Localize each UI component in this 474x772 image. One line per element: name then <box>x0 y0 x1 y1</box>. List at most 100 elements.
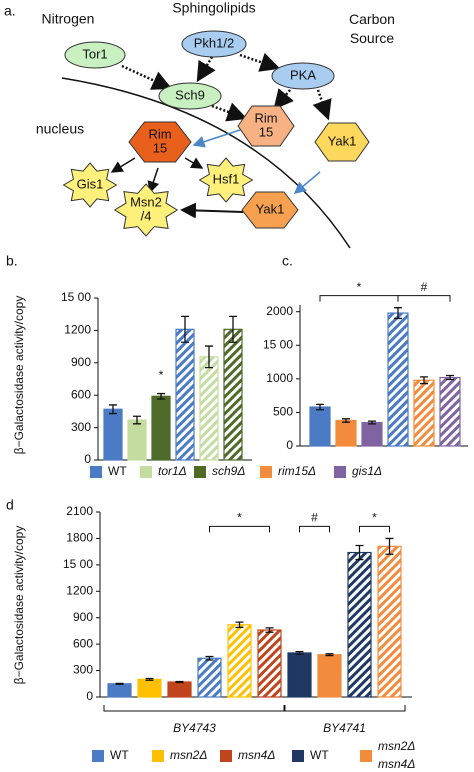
node-label: Yak1 <box>256 201 285 216</box>
node: PKA <box>271 62 335 90</box>
node-label: Msn2 <box>130 194 162 209</box>
node-shape <box>198 157 254 203</box>
y-tick-label: 600 <box>73 636 93 650</box>
legend-label: gis1Δ <box>352 464 382 478</box>
node-label: Sch9 <box>175 87 205 102</box>
panel-label: a. <box>4 3 16 19</box>
bar <box>227 624 252 698</box>
legend-swatch <box>152 750 164 762</box>
node: Gis1 <box>62 162 118 208</box>
node-shape <box>181 30 247 58</box>
error-bar <box>181 315 189 343</box>
y-tick-label: 1200 <box>64 323 91 337</box>
y-tick-label: 0 <box>84 452 91 466</box>
error-bar <box>145 677 154 681</box>
arrows <box>121 52 332 122</box>
bar-chart: c. 0 500 1000 15 00 2000 * # <box>263 253 468 452</box>
node: Msn2/4 <box>113 183 179 237</box>
legend-swatch <box>334 466 346 478</box>
y-tick-label: 1000 <box>266 371 293 385</box>
region-label: Sphingolipids <box>172 0 255 16</box>
node-label: Gis1 <box>77 176 104 191</box>
y-axis-label: β−Galactosidase activity/copy <box>12 526 26 685</box>
group-label: BY4741 <box>323 721 366 735</box>
bar <box>137 678 162 698</box>
legend-label: msn4Δ <box>378 757 415 771</box>
legend-swatch <box>260 466 272 478</box>
node-label: /4 <box>141 208 152 223</box>
y-tick-label: 15 00 <box>263 337 293 351</box>
error-bar <box>385 537 394 555</box>
bar <box>377 545 402 698</box>
y-tick-label: 1200 <box>66 583 93 597</box>
error-bar <box>420 376 428 385</box>
node-label: 15 <box>259 124 273 139</box>
legend-label: tor1Δ <box>158 464 187 478</box>
significance-label: # <box>421 280 428 294</box>
error-bar <box>325 653 334 657</box>
significance-label: * <box>372 511 377 525</box>
y-tick-label: 1800 <box>66 531 93 545</box>
legend-swatch <box>194 466 206 478</box>
node: Tor1 <box>64 41 126 69</box>
node: Hsf1 <box>198 157 254 203</box>
error-bar <box>265 627 274 633</box>
node-shape <box>241 191 299 229</box>
error-bar <box>229 315 237 343</box>
node-label: Rim <box>148 126 171 141</box>
error-bar <box>109 404 117 415</box>
bar <box>103 408 123 461</box>
node: Yak1 <box>314 122 370 162</box>
node-label: Rim <box>254 110 277 125</box>
group-bracket <box>283 705 406 712</box>
y-tick-label: 0 <box>286 438 293 452</box>
legend-label: WT <box>310 748 329 762</box>
node-label: Yak1 <box>328 133 357 148</box>
error-bar <box>133 415 141 425</box>
y-tick-label: 15 00 <box>61 290 91 304</box>
bar-chart: d β−Galactosidase activity/copy 0 300 600 900… <box>6 497 415 771</box>
bar <box>413 379 435 447</box>
y-tick-label: 15 00 <box>63 557 93 571</box>
legend-label: msn2Δ <box>378 739 415 753</box>
node: Pkh1/2 <box>181 30 247 58</box>
bar-chart: b. β−Galactosidase activity/copy 0 300 600 90… <box>6 253 382 478</box>
error-bar <box>342 418 350 423</box>
bar <box>223 328 243 461</box>
error-bar <box>157 392 165 400</box>
bar <box>309 406 331 447</box>
legend-label: WT <box>108 464 127 478</box>
node: Yak1 <box>241 191 299 229</box>
bar <box>199 356 219 461</box>
error-bar <box>394 307 402 320</box>
legend-swatch <box>92 750 104 762</box>
node-shape <box>113 183 179 237</box>
region-label: nucleus <box>36 121 84 137</box>
node-label: Tor1 <box>82 46 107 61</box>
significance-bracket <box>209 525 270 533</box>
bar <box>387 312 409 447</box>
node-shape <box>62 162 118 208</box>
y-tick-label: 300 <box>71 420 91 434</box>
y-axis-label: β−Galactosidase activity/copy <box>12 296 26 455</box>
bar <box>317 654 342 698</box>
bar <box>151 395 171 461</box>
node: Sch9 <box>158 82 222 110</box>
arrows-solid <box>110 129 321 219</box>
group-bracket <box>103 705 286 712</box>
region-label: Carbon <box>349 11 395 27</box>
significance-label: * <box>237 511 242 525</box>
membrane <box>61 77 351 249</box>
node-label: PKA <box>290 67 316 82</box>
region-label: Nitrogen <box>42 11 95 27</box>
legend-swatch <box>140 466 152 478</box>
panel-label: c. <box>282 253 293 269</box>
node-shape <box>128 121 192 163</box>
diagram: a. Nitrogen Sphingolipids Carbon Source nucle… <box>4 0 395 237</box>
y-tick-label: 300 <box>73 663 93 677</box>
error-bar <box>205 345 213 369</box>
legend-label: msn4Δ <box>238 748 275 762</box>
